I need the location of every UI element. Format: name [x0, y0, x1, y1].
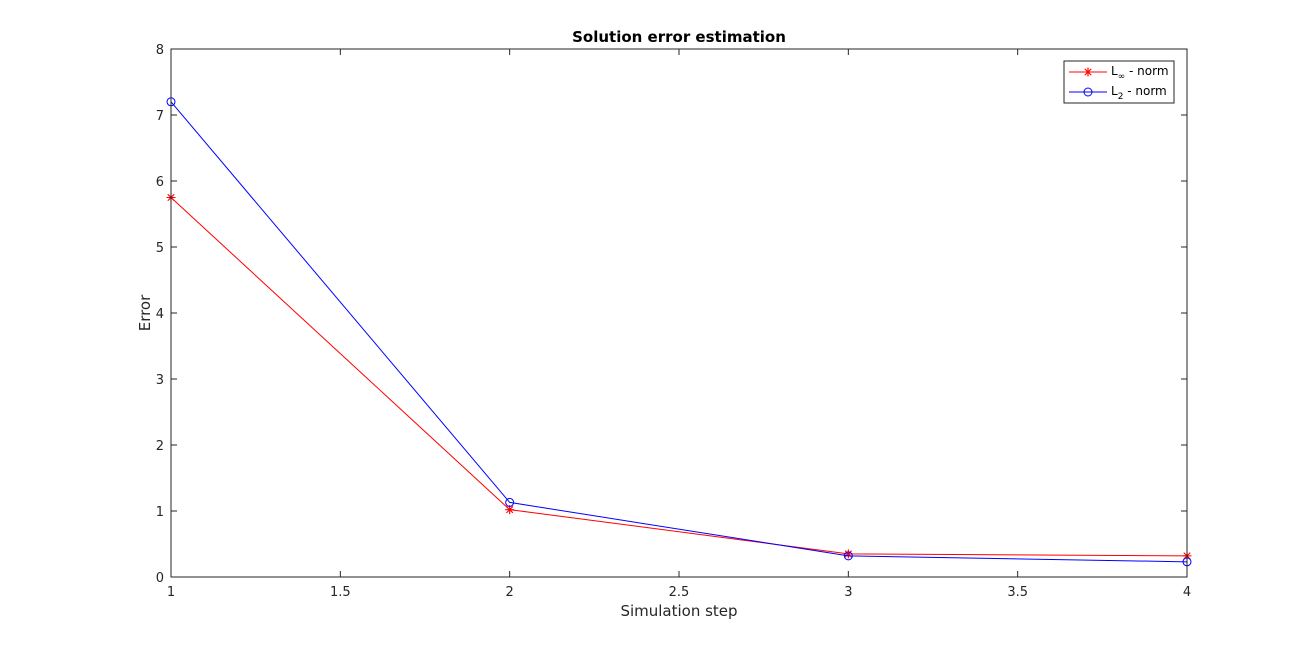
plot-area — [171, 49, 1187, 577]
x-tick-label: 3.5 — [1007, 585, 1028, 600]
data-point — [843, 551, 853, 561]
series-line — [170, 197, 1188, 557]
series-line — [170, 101, 1188, 563]
y-axis-label: Error — [136, 294, 154, 331]
legend: L∞ - norm L2 - norm — [1063, 60, 1175, 104]
x-tick-label: 2.5 — [669, 585, 690, 600]
y-tick-label: 6 — [156, 175, 164, 190]
y-tick-label: 8 — [156, 43, 164, 58]
legend-marker — [1083, 87, 1093, 97]
legend-box — [1063, 60, 1175, 104]
legend-item: L∞ - norm — [1069, 64, 1169, 82]
y-tick-label: 4 — [156, 307, 164, 322]
legend-label: L∞ - norm — [1111, 64, 1169, 82]
y-tick-label: 0 — [156, 571, 164, 586]
y-tick-label: 2 — [156, 439, 164, 454]
y-tick-label: 3 — [156, 373, 164, 388]
y-tick-label: 5 — [156, 241, 164, 256]
legend-marker — [1083, 67, 1093, 77]
legend-item: L2 - norm — [1069, 84, 1167, 102]
x-tick-label: 1.5 — [330, 585, 351, 600]
legend-label: L2 - norm — [1111, 84, 1167, 102]
x-tick-label: 2 — [506, 585, 514, 600]
plot-frame — [170, 48, 1188, 578]
x-tick-label: 4 — [1183, 585, 1191, 600]
y-tick-label: 7 — [156, 109, 164, 124]
x-tick-label: 1 — [167, 585, 175, 600]
chart-title: Solution error estimation — [572, 28, 786, 46]
data-point — [505, 497, 515, 507]
x-axis-label: Simulation step — [620, 602, 737, 620]
x-tick-label: 3 — [844, 585, 852, 600]
data-point — [843, 549, 853, 559]
data-point — [505, 505, 515, 515]
y-tick-label: 1 — [156, 505, 164, 520]
